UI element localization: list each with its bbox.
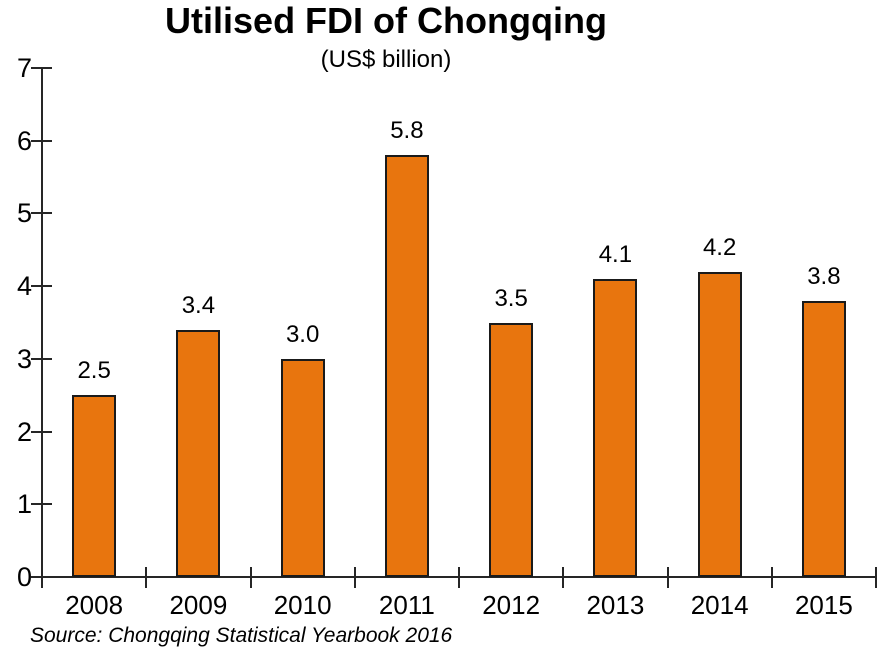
x-category-label-2009: 2009 — [169, 590, 228, 620]
y-axis-line — [41, 68, 43, 577]
x-tick-mark — [41, 567, 43, 588]
source-note: Source: Chongqing Statistical Yearbook 2… — [30, 624, 453, 647]
bar-2012 — [489, 322, 534, 577]
y-tick-mark — [31, 67, 52, 69]
x-tick-mark — [875, 567, 877, 588]
x-category-label-2010: 2010 — [273, 590, 332, 620]
y-tick-label: 2 — [16, 416, 32, 447]
bar-value-label: 3.5 — [494, 284, 528, 312]
bar-value-label: 3.4 — [181, 291, 216, 319]
chart-subtitle: (US$ billion) — [320, 46, 452, 73]
x-category-label-2008: 2008 — [65, 590, 124, 620]
bar-2013 — [593, 278, 638, 577]
bar-value-label: 2.5 — [77, 357, 111, 385]
y-tick-label: 1 — [16, 489, 32, 520]
x-category-label-2011: 2011 — [378, 590, 435, 620]
y-tick-mark — [31, 139, 52, 142]
x-tick-mark — [458, 567, 460, 588]
x-category-label-2015: 2015 — [794, 590, 853, 620]
x-tick-mark — [562, 567, 565, 588]
bar-2014 — [697, 271, 742, 577]
x-tick-mark — [770, 567, 773, 588]
bar-value-label: 4.1 — [598, 240, 633, 268]
x-tick-mark — [666, 567, 669, 588]
y-tick-mark — [31, 503, 52, 506]
bar-value-label: 5.8 — [390, 117, 424, 145]
plot-area: 0 1 2 3 4 5 6 7 2.5 3.4 3.0 5.8 3.5 4.1 4.2 3.8 2008 20… — [17, 54, 877, 620]
bar-value-label: 4.2 — [702, 233, 737, 261]
x-tick-mark — [353, 567, 356, 588]
x-tick-mark — [145, 567, 148, 588]
x-category-label-2012: 2012 — [482, 590, 541, 620]
y-tick-label: 4 — [16, 271, 32, 302]
y-tick-label: 0 — [16, 562, 32, 592]
y-tick-label: 7 — [16, 53, 32, 83]
y-tick-label: 6 — [16, 125, 32, 156]
chart-title: Utilised FDI of Chongqing — [165, 0, 607, 41]
bar-2015 — [801, 300, 846, 577]
x-category-label-2013: 2013 — [586, 590, 645, 620]
bar-value-label: 3.8 — [807, 262, 841, 290]
y-tick-mark — [31, 212, 52, 215]
bar-2008 — [72, 395, 117, 577]
x-category-label-2014: 2014 — [690, 590, 749, 620]
y-tick-label: 3 — [16, 343, 32, 374]
y-tick-mark — [31, 430, 52, 433]
x-tick-mark — [249, 567, 252, 588]
bar-2010 — [280, 358, 325, 577]
bar-2009 — [176, 329, 221, 577]
y-tick-mark — [31, 285, 52, 288]
bar-value-label: 3.0 — [285, 320, 320, 348]
y-tick-label: 5 — [16, 198, 32, 229]
bar-2011 — [384, 155, 429, 577]
y-tick-mark — [31, 357, 52, 360]
